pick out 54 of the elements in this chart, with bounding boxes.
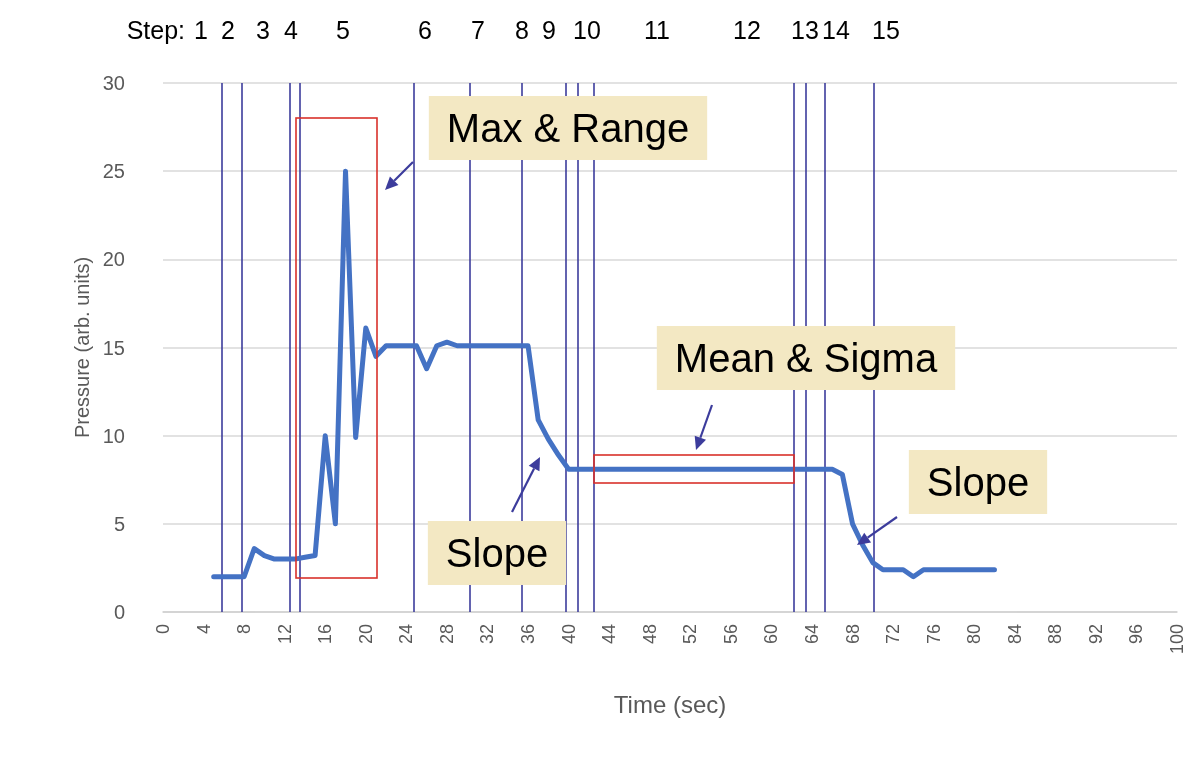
text: 11: [644, 16, 670, 44]
x-tick-label: 56: [720, 624, 741, 645]
x-tick-label: 92: [1085, 624, 1106, 645]
x-tick-label: 4: [193, 624, 214, 635]
x-tick-label: 40: [558, 624, 579, 645]
x-axis-title: Time (sec): [613, 690, 727, 718]
x-tick-label: 72: [883, 624, 904, 645]
text: 2: [221, 16, 235, 44]
x-tick-label: 60: [761, 624, 782, 645]
text: 13: [791, 16, 819, 44]
x-tick-label: 44: [599, 624, 620, 645]
x-tick-label: 88: [1045, 624, 1066, 645]
text: 4: [284, 16, 299, 44]
x-tick-label: 48: [639, 624, 660, 645]
text: 9: [542, 16, 556, 44]
y-tick-label: 10: [102, 424, 125, 447]
x-tick-label: 64: [801, 624, 822, 645]
text: 14: [822, 16, 850, 44]
x-tick-label: 96: [1126, 624, 1147, 645]
text: 8: [515, 16, 529, 44]
x-tick-label: 76: [923, 624, 944, 645]
text: 1: [194, 16, 208, 44]
text: 10: [573, 16, 601, 44]
x-tick-label: 84: [1004, 624, 1025, 645]
x-tick-label: 80: [964, 624, 985, 645]
text: 5: [336, 16, 350, 44]
x-tick-label: 20: [355, 624, 376, 645]
x-tick-label: 68: [842, 624, 863, 645]
x-tick-label: 24: [396, 624, 417, 645]
x-tick-label: 36: [518, 624, 539, 645]
x-tick-label: 100: [1167, 624, 1187, 655]
text: 15: [872, 16, 900, 44]
annotation: Slope: [445, 531, 549, 575]
y-tick-label: 25: [102, 160, 125, 183]
y-tick-label: 15: [102, 336, 125, 359]
text: 7: [471, 16, 485, 44]
y-tick-label: 5: [113, 512, 125, 535]
y-axis-title: Pressure (arb. units): [70, 256, 93, 439]
x-tick-label: 12: [274, 624, 295, 645]
x-tick-label: 16: [315, 624, 336, 645]
text: 3: [256, 16, 270, 44]
x-tick-label: 52: [680, 624, 701, 645]
y-tick-label: 20: [102, 248, 125, 271]
text: 12: [733, 16, 761, 44]
text: Step:: [126, 16, 185, 44]
x-tick-label: 32: [477, 624, 498, 645]
annotation: Max & Range: [446, 106, 690, 150]
y-tick-label: 30: [102, 72, 125, 94]
annotation: Mean & Sigma: [674, 336, 938, 380]
annotation: Slope: [926, 460, 1030, 504]
text: 6: [418, 16, 432, 44]
x-tick-label: 8: [234, 624, 255, 635]
x-tick-label: 0: [153, 624, 173, 635]
x-tick-label: 28: [436, 624, 457, 645]
